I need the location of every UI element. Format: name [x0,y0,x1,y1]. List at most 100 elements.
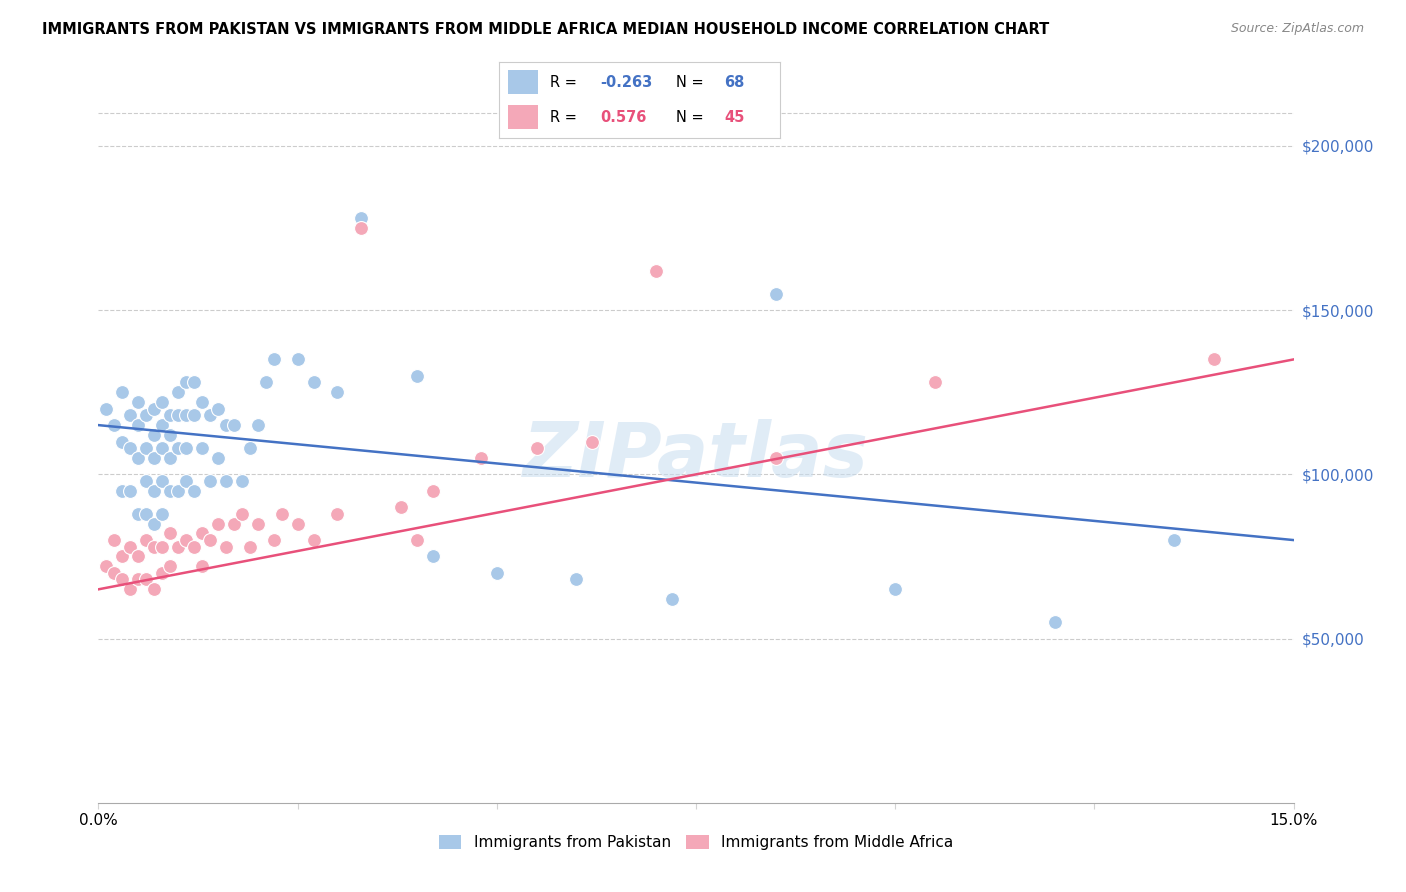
Point [127,507,149,521]
Point [167,441,190,455]
Point [159,483,181,498]
Point [103,418,125,433]
Text: 45: 45 [724,110,744,125]
Point [470,450,492,465]
Point [135,507,157,521]
Point [215,540,238,554]
Point [239,441,262,455]
Point [111,385,134,400]
Point [215,474,238,488]
Point [174,376,197,390]
Point [645,264,668,278]
Point [661,592,683,607]
Point [174,409,197,423]
Point [389,500,412,515]
Text: N =: N = [676,75,704,90]
Point [526,441,548,455]
Point [222,418,245,433]
Point [191,526,214,541]
Point [350,221,373,235]
Point [183,409,205,423]
Point [246,516,269,531]
Point [159,428,181,442]
Point [159,526,181,541]
Point [565,573,588,587]
Point [127,573,149,587]
Point [167,409,190,423]
Point [1163,533,1185,547]
Point [191,559,214,574]
Point [191,441,214,455]
Point [183,540,205,554]
Point [765,286,787,301]
Point [135,409,157,423]
Point [302,376,325,390]
Text: IMMIGRANTS FROM PAKISTAN VS IMMIGRANTS FROM MIDDLE AFRICA MEDIAN HOUSEHOLD INCOM: IMMIGRANTS FROM PAKISTAN VS IMMIGRANTS F… [42,22,1049,37]
Point [581,434,603,449]
Point [120,582,142,597]
Text: Source: ZipAtlas.com: Source: ZipAtlas.com [1230,22,1364,36]
Point [111,483,134,498]
Point [174,441,197,455]
Point [198,474,221,488]
Point [239,540,262,554]
Point [150,566,173,580]
Point [287,516,309,531]
Point [111,573,134,587]
Point [127,395,149,409]
Point [143,582,166,597]
Point [120,409,142,423]
Point [302,533,325,547]
Point [150,507,173,521]
Point [150,395,173,409]
Point [222,516,245,531]
Point [191,395,214,409]
Point [924,376,946,390]
Point [174,474,197,488]
Point [263,352,285,367]
Text: 68: 68 [724,75,744,90]
Point [207,401,229,416]
Point [174,533,197,547]
Text: 0.576: 0.576 [600,110,647,125]
Point [103,566,125,580]
Point [422,549,444,564]
Point [350,211,373,226]
Point [207,450,229,465]
Point [150,474,173,488]
Point [159,450,181,465]
Point [198,409,221,423]
Point [159,409,181,423]
Point [135,441,157,455]
Point [135,533,157,547]
Point [143,450,166,465]
Point [1043,615,1066,630]
Point [198,533,221,547]
Text: -0.263: -0.263 [600,75,652,90]
Text: R =: R = [550,75,576,90]
Bar [508,105,538,129]
Point [765,450,787,465]
Point [326,385,349,400]
Text: ZIPatlas: ZIPatlas [523,419,869,493]
Point [103,533,125,547]
Point [183,483,205,498]
Point [127,418,149,433]
Point [143,428,166,442]
Text: R =: R = [550,110,576,125]
Point [263,533,285,547]
Point [96,401,118,416]
Point [422,483,444,498]
Point [207,516,229,531]
Point [485,566,508,580]
Point [143,516,166,531]
Point [406,533,429,547]
Point [167,385,190,400]
Point [127,549,149,564]
Point [120,483,142,498]
Point [120,540,142,554]
Point [167,483,190,498]
Point [150,540,173,554]
Point [246,418,269,433]
Point [183,376,205,390]
